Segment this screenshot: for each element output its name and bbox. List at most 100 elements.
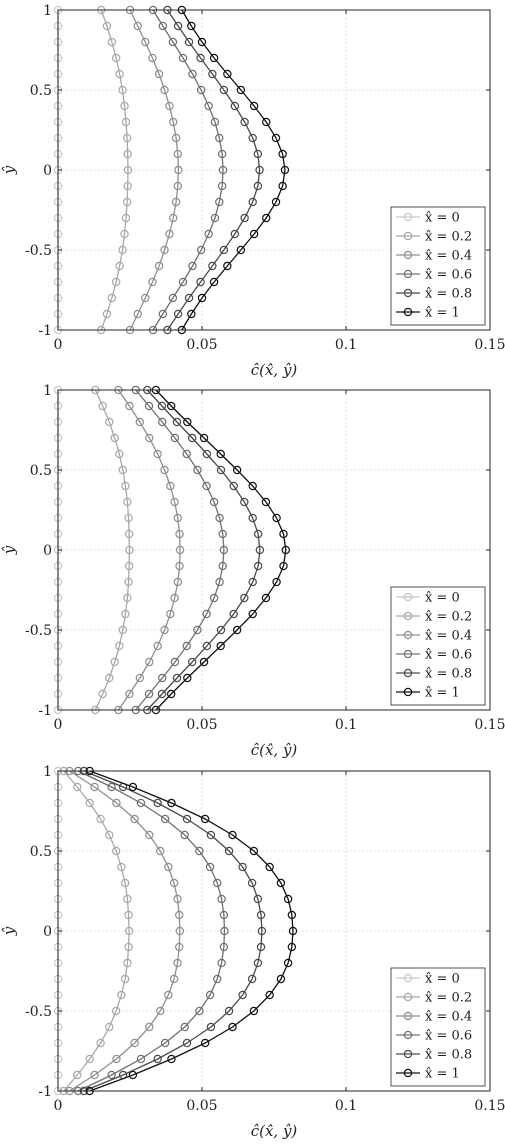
y-tick-label: 0.5 bbox=[30, 83, 52, 99]
data-point bbox=[215, 133, 224, 143]
data-point bbox=[217, 894, 226, 904]
data-point bbox=[202, 481, 211, 491]
data-point bbox=[96, 1038, 105, 1048]
data-point bbox=[105, 417, 114, 427]
data-point bbox=[125, 689, 134, 699]
data-point bbox=[248, 513, 257, 523]
data-point bbox=[148, 53, 157, 63]
legend-entry-3: x̂ = 0.4 bbox=[396, 249, 472, 264]
data-point bbox=[128, 782, 138, 792]
data-point bbox=[145, 830, 154, 840]
y-tick-label: 1 bbox=[43, 3, 52, 19]
data-point bbox=[213, 974, 222, 984]
data-point bbox=[248, 577, 257, 587]
data-point bbox=[164, 990, 173, 1000]
data-point bbox=[115, 449, 124, 459]
data-point bbox=[197, 37, 207, 47]
series-4 bbox=[73, 766, 229, 1096]
data-point bbox=[153, 449, 162, 459]
legend-entry-2: x̂ = 0.2 bbox=[396, 230, 472, 245]
data-point bbox=[236, 245, 246, 255]
data-point bbox=[85, 798, 94, 808]
data-point bbox=[168, 37, 178, 47]
series-2 bbox=[59, 766, 134, 1096]
data-point bbox=[175, 926, 185, 936]
data-point bbox=[272, 577, 281, 587]
data-point bbox=[158, 673, 167, 683]
legend-marker bbox=[403, 307, 413, 317]
data-point bbox=[167, 798, 176, 808]
data-point bbox=[156, 846, 165, 856]
data-point bbox=[279, 529, 288, 539]
data-point bbox=[283, 894, 293, 904]
data-point bbox=[196, 85, 206, 95]
legend-label: x̂ = 0.2 bbox=[425, 230, 472, 245]
data-point bbox=[121, 213, 131, 223]
data-point bbox=[261, 593, 271, 603]
data-point bbox=[125, 545, 134, 555]
series-line bbox=[63, 770, 130, 1092]
data-point bbox=[262, 117, 271, 127]
data-point bbox=[123, 149, 132, 159]
legend-entry-6: x̂ = 1 bbox=[396, 686, 460, 701]
data-point bbox=[219, 85, 229, 95]
data-point bbox=[124, 926, 134, 936]
data-point bbox=[173, 181, 183, 191]
legend-entry-3: x̂ = 0.4 bbox=[396, 1010, 472, 1025]
data-point bbox=[208, 69, 217, 79]
y-tick-label: 1 bbox=[43, 764, 52, 780]
data-point bbox=[173, 21, 183, 31]
data-point bbox=[224, 1006, 234, 1016]
data-point bbox=[240, 497, 249, 507]
data-point bbox=[249, 1006, 259, 1016]
data-point bbox=[278, 181, 287, 191]
data-point bbox=[120, 974, 130, 984]
legend-label: x̂ = 0.4 bbox=[425, 1010, 472, 1025]
data-point bbox=[160, 245, 169, 255]
data-point bbox=[153, 1054, 162, 1064]
data-point bbox=[171, 197, 181, 207]
legend-box bbox=[390, 967, 486, 1087]
data-point bbox=[145, 657, 154, 667]
data-point bbox=[124, 513, 133, 523]
data-point bbox=[105, 673, 114, 683]
data-point bbox=[199, 433, 209, 443]
data-point bbox=[180, 830, 189, 840]
data-point bbox=[200, 1038, 210, 1048]
data-point bbox=[90, 1070, 99, 1080]
legend-entry-5: x̂ = 0.8 bbox=[396, 667, 472, 682]
data-point bbox=[196, 53, 205, 63]
x-tick-label: 0.15 bbox=[474, 717, 505, 733]
data-point bbox=[208, 261, 217, 271]
data-point bbox=[272, 513, 281, 523]
data-point bbox=[261, 497, 271, 507]
data-point bbox=[249, 101, 259, 111]
series-6 bbox=[85, 766, 298, 1096]
data-point bbox=[107, 1070, 116, 1080]
data-point bbox=[182, 641, 191, 651]
data-point bbox=[248, 609, 257, 619]
legend-entry-2: x̂ = 0.2 bbox=[396, 991, 472, 1006]
legend: x̂ = 0 x̂ = 0.2 x̂ = 0.4 x̂ = 0.6 x̂ = 0.8 x̂… bbox=[390, 586, 486, 706]
data-point bbox=[255, 545, 265, 555]
data-point bbox=[188, 261, 197, 271]
data-point bbox=[130, 814, 139, 824]
data-point bbox=[123, 497, 132, 507]
data-point bbox=[197, 293, 207, 303]
data-point bbox=[256, 942, 266, 952]
data-point bbox=[164, 862, 173, 872]
data-point bbox=[256, 910, 266, 920]
legend-box bbox=[390, 206, 486, 326]
data-point bbox=[215, 513, 224, 523]
x-tick-label: 0.05 bbox=[186, 337, 217, 353]
data-point bbox=[232, 625, 242, 635]
data-point bbox=[193, 625, 202, 635]
data-point bbox=[105, 830, 114, 840]
data-point bbox=[90, 782, 99, 792]
data-point bbox=[136, 798, 146, 808]
data-point bbox=[160, 625, 169, 635]
y-axis-label: ŷ bbox=[0, 926, 18, 936]
data-point bbox=[253, 561, 263, 571]
x-tick-label: 0.1 bbox=[335, 717, 357, 733]
legend-marker bbox=[403, 611, 413, 621]
